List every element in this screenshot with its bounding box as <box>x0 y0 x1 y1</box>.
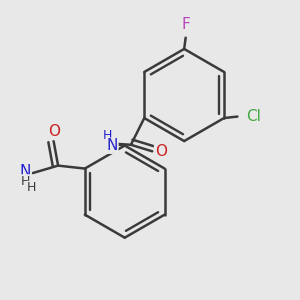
Text: O: O <box>48 124 60 139</box>
Text: H: H <box>102 129 112 142</box>
Text: F: F <box>181 17 190 32</box>
Text: N: N <box>20 164 31 179</box>
Text: Cl: Cl <box>246 109 261 124</box>
Text: N: N <box>106 138 118 153</box>
Text: O: O <box>154 144 166 159</box>
Text: H: H <box>27 182 36 194</box>
Text: H: H <box>21 175 30 188</box>
